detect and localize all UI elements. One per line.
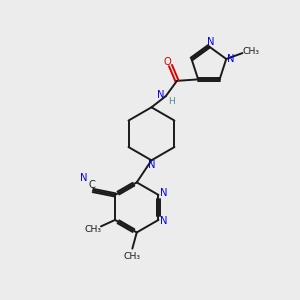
- Text: N: N: [227, 54, 234, 64]
- Text: CH₃: CH₃: [85, 225, 101, 234]
- Text: CH₃: CH₃: [124, 252, 141, 261]
- Text: N: N: [160, 216, 167, 226]
- Text: CH₃: CH₃: [242, 47, 259, 56]
- Text: C: C: [88, 180, 95, 190]
- Text: H: H: [168, 97, 175, 106]
- Text: N: N: [160, 188, 167, 198]
- Text: N: N: [148, 160, 155, 170]
- Text: O: O: [163, 57, 171, 67]
- Text: N: N: [207, 37, 214, 47]
- Text: N: N: [80, 173, 88, 183]
- Text: N: N: [157, 90, 164, 100]
